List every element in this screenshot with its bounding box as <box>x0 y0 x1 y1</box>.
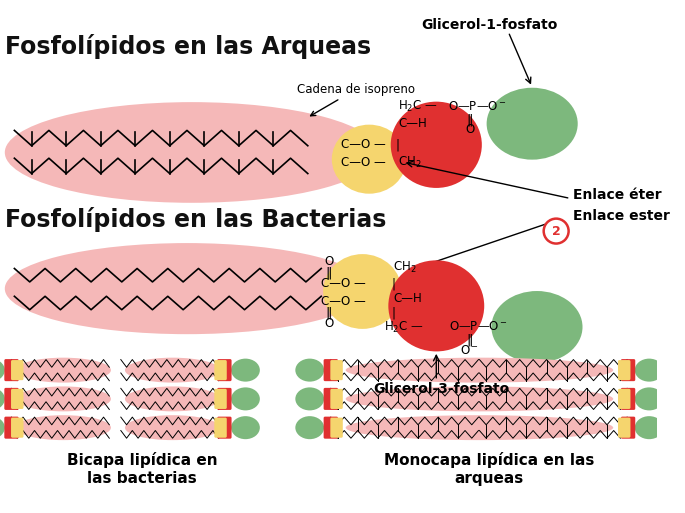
Text: 2: 2 <box>552 225 560 238</box>
Ellipse shape <box>491 291 582 363</box>
Ellipse shape <box>231 387 260 410</box>
Text: |: | <box>396 139 400 151</box>
Ellipse shape <box>0 416 5 439</box>
Text: O: O <box>324 317 334 330</box>
Ellipse shape <box>635 387 664 410</box>
FancyBboxPatch shape <box>11 389 23 409</box>
FancyBboxPatch shape <box>621 388 635 410</box>
Ellipse shape <box>125 358 221 383</box>
Text: C—H: C—H <box>398 117 427 130</box>
FancyBboxPatch shape <box>11 360 23 380</box>
Text: Enlace éter: Enlace éter <box>573 188 662 202</box>
FancyBboxPatch shape <box>330 360 342 380</box>
Ellipse shape <box>231 416 260 439</box>
Text: Glicerol-1-fosfato: Glicerol-1-fosfato <box>421 18 557 32</box>
Ellipse shape <box>16 386 111 411</box>
Ellipse shape <box>125 415 221 440</box>
Text: Bicapa lipídica en
las bacterias: Bicapa lipídica en las bacterias <box>66 452 217 486</box>
Ellipse shape <box>323 254 402 329</box>
Ellipse shape <box>346 358 613 383</box>
FancyBboxPatch shape <box>618 389 630 409</box>
Ellipse shape <box>125 386 221 411</box>
Ellipse shape <box>5 102 379 203</box>
Text: Fosfolípidos en las Arqueas: Fosfolípidos en las Arqueas <box>5 34 371 60</box>
Text: $\|$: $\|$ <box>325 265 332 281</box>
FancyBboxPatch shape <box>214 360 227 380</box>
Ellipse shape <box>388 260 484 351</box>
Text: O: O <box>324 255 334 268</box>
Ellipse shape <box>295 416 324 439</box>
Ellipse shape <box>346 386 613 411</box>
Ellipse shape <box>295 387 324 410</box>
Text: H$_2$C —: H$_2$C — <box>384 320 423 334</box>
FancyBboxPatch shape <box>214 389 227 409</box>
FancyBboxPatch shape <box>323 359 338 381</box>
Text: CH$_2$: CH$_2$ <box>398 154 421 170</box>
Text: O: O <box>465 123 475 136</box>
Ellipse shape <box>346 415 613 440</box>
Ellipse shape <box>635 416 664 439</box>
Ellipse shape <box>0 359 5 382</box>
Text: Glicerol-3-fosfato: Glicerol-3-fosfato <box>373 382 509 397</box>
Ellipse shape <box>486 88 577 160</box>
Text: O—P—O$^-$: O—P—O$^-$ <box>449 321 508 333</box>
Ellipse shape <box>16 358 111 383</box>
FancyBboxPatch shape <box>330 418 342 438</box>
Ellipse shape <box>0 387 5 410</box>
FancyBboxPatch shape <box>4 388 18 410</box>
FancyBboxPatch shape <box>618 360 630 380</box>
FancyBboxPatch shape <box>323 388 338 410</box>
Text: Enlace ester: Enlace ester <box>573 209 671 223</box>
FancyBboxPatch shape <box>217 359 232 381</box>
Ellipse shape <box>295 359 324 382</box>
Ellipse shape <box>635 359 664 382</box>
FancyBboxPatch shape <box>4 359 18 381</box>
Text: CH$_2$: CH$_2$ <box>393 260 416 275</box>
Text: Fosfolípidos en las Bacterias: Fosfolípidos en las Bacterias <box>5 207 386 232</box>
Text: $\|$: $\|$ <box>466 112 473 128</box>
Circle shape <box>544 219 569 244</box>
Text: Cadena de isopreno: Cadena de isopreno <box>297 83 415 116</box>
Text: C—O —: C—O — <box>321 294 366 308</box>
Ellipse shape <box>231 359 260 382</box>
FancyBboxPatch shape <box>11 418 23 438</box>
Text: C—O —: C—O — <box>341 155 386 169</box>
Text: $\|$: $\|$ <box>466 332 473 348</box>
FancyBboxPatch shape <box>217 388 232 410</box>
FancyBboxPatch shape <box>618 418 630 438</box>
FancyBboxPatch shape <box>621 417 635 439</box>
Text: O$^-$: O$^-$ <box>460 344 480 358</box>
Ellipse shape <box>5 243 369 334</box>
FancyBboxPatch shape <box>4 417 18 439</box>
Ellipse shape <box>390 102 482 188</box>
Text: O—P—O$^-$: O—P—O$^-$ <box>448 100 507 113</box>
Text: |: | <box>391 306 395 319</box>
Text: C—O —: C—O — <box>341 139 386 151</box>
Text: C—H: C—H <box>393 292 422 305</box>
Text: $\|$: $\|$ <box>325 305 332 321</box>
FancyBboxPatch shape <box>323 417 338 439</box>
Text: C—O —: C—O — <box>321 278 366 290</box>
FancyBboxPatch shape <box>330 389 342 409</box>
Text: Monocapa lipídica en las
arqueas: Monocapa lipídica en las arqueas <box>384 452 594 486</box>
FancyBboxPatch shape <box>214 418 227 438</box>
FancyBboxPatch shape <box>621 359 635 381</box>
FancyBboxPatch shape <box>217 417 232 439</box>
Text: |: | <box>391 278 395 290</box>
Text: H$_2$C —: H$_2$C — <box>398 99 438 114</box>
Ellipse shape <box>16 415 111 440</box>
Ellipse shape <box>332 125 407 194</box>
